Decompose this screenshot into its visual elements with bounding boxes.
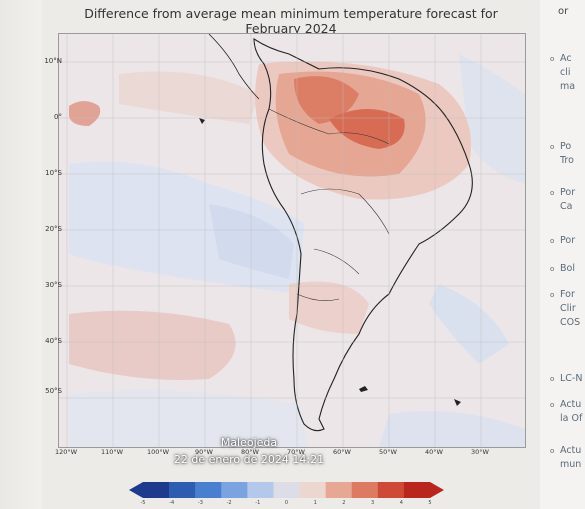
bullet-icon: o xyxy=(550,55,555,63)
colorbar-cell xyxy=(377,482,405,498)
lon-label: 120°W xyxy=(54,448,78,456)
colorbar-min-arrow xyxy=(129,482,143,498)
lon-label: 60°W xyxy=(333,448,351,456)
right-panel-item-text: Po Tro xyxy=(560,140,574,168)
right-panel-item-line: la Of xyxy=(560,413,583,424)
lon-label: 110°W xyxy=(100,448,124,456)
colorbar-cell xyxy=(299,482,326,498)
right-panel-item-text: LC-N xyxy=(560,372,582,386)
right-panel-top-text: or xyxy=(558,6,569,17)
colorbar-tick-label: -5 xyxy=(140,500,146,506)
right-panel-item-text: Por xyxy=(560,234,575,248)
right-panel-item-text: For Clir COS xyxy=(560,288,580,330)
right-panel: or o Ac cli ma o Po Tro o Por Ca o Por o Bol o For Clir C… xyxy=(540,0,585,509)
right-panel-item-line: COS xyxy=(560,317,581,328)
right-panel-item-text: Bol xyxy=(560,262,575,276)
right-panel-item-text: Por Ca xyxy=(560,186,575,214)
colorbar-tick-label: 3 xyxy=(371,500,375,506)
colorbar-tick-label: 2 xyxy=(342,500,346,506)
bullet-icon: o xyxy=(550,237,555,245)
colorbar-tick-label: -2 xyxy=(226,500,232,506)
colorbar-tick-label: -1 xyxy=(255,500,261,506)
colorbar-cell xyxy=(247,482,274,498)
colorbar-cell xyxy=(221,482,248,498)
colorbar-cell xyxy=(169,482,196,498)
right-panel-item-line: mun xyxy=(560,459,582,470)
right-panel-item-line: Actu xyxy=(560,445,582,456)
colorbar-max-arrow xyxy=(430,482,444,498)
bullet-icon: o xyxy=(550,265,555,273)
colorbar-tick-label: 4 xyxy=(399,500,403,506)
title-line-2: February 2024 xyxy=(245,21,337,36)
colorbar-cell xyxy=(403,482,431,498)
lat-label: 10°N xyxy=(44,57,62,65)
lat-label: 20°S xyxy=(45,225,62,233)
right-panel-item-line: Por xyxy=(560,235,576,246)
lat-label: 40°S xyxy=(45,337,62,345)
colorbar-tick-label: -3 xyxy=(197,500,203,506)
right-panel-item-line: Por xyxy=(560,187,576,198)
lon-label: 40°W xyxy=(425,448,443,456)
right-panel-item-text: Actu la Of xyxy=(560,398,582,426)
colorbar-tick-label: 1 xyxy=(313,500,317,506)
figure-title: Difference from average mean minimum tem… xyxy=(42,6,540,36)
lon-label: 30°W xyxy=(471,448,489,456)
bullet-icon: o xyxy=(550,447,555,455)
lat-label: 10°S xyxy=(45,169,62,177)
lat-label: 50°S xyxy=(45,387,62,395)
map-frame xyxy=(58,33,526,448)
right-panel-item-line: Tro xyxy=(560,155,574,166)
timestamp-label: 22 de enero de 2024 14:21 xyxy=(173,453,325,466)
bullet-icon: o xyxy=(550,375,555,383)
bullet-icon: o xyxy=(550,143,555,151)
colorbar-cell xyxy=(351,482,379,498)
forecast-figure: Difference from average mean minimum tem… xyxy=(42,0,572,509)
right-panel-item-line: Clir xyxy=(560,303,576,314)
right-panel-item-text: Ac cli ma xyxy=(560,52,575,94)
author-label: Maleojeda xyxy=(220,436,278,449)
right-panel-item-line: Po xyxy=(560,141,572,152)
colorbar xyxy=(129,482,444,498)
right-panel-item-line: ma xyxy=(560,81,576,92)
colorbar-cell xyxy=(273,482,300,498)
left-margin xyxy=(0,0,42,509)
right-panel-item-text: Actu mun xyxy=(560,444,581,472)
lon-label: 80°W xyxy=(241,448,259,456)
lon-label: 70°W xyxy=(287,448,305,456)
right-panel-item-line: cli xyxy=(560,67,571,78)
colorbar-tick-label: 5 xyxy=(428,500,432,506)
colorbar-cell xyxy=(325,482,353,498)
lon-label: 50°W xyxy=(379,448,397,456)
right-panel-item-line: Bol xyxy=(560,263,575,274)
bullet-icon: o xyxy=(550,401,555,409)
right-panel-item-line: For xyxy=(560,289,575,300)
colorbar-cell xyxy=(143,482,170,498)
anomaly-map xyxy=(59,34,525,447)
lat-label: 30°S xyxy=(45,281,62,289)
lon-label: 90°W xyxy=(195,448,213,456)
lat-label: 0° xyxy=(54,113,62,121)
title-line-1: Difference from average mean minimum tem… xyxy=(84,6,498,21)
colorbar-tick-label: 0 xyxy=(284,500,289,506)
colorbar-tick-label: -4 xyxy=(169,500,175,506)
right-panel-item-line: Actu xyxy=(560,399,582,410)
right-panel-item-line: Ac xyxy=(560,53,572,64)
bullet-icon: o xyxy=(550,189,555,197)
lon-label: 100°W xyxy=(146,448,170,456)
right-panel-item-line: LC-N xyxy=(560,373,583,384)
bullet-icon: o xyxy=(550,291,555,299)
colorbar-cell xyxy=(195,482,222,498)
right-panel-item-line: Ca xyxy=(560,201,573,212)
